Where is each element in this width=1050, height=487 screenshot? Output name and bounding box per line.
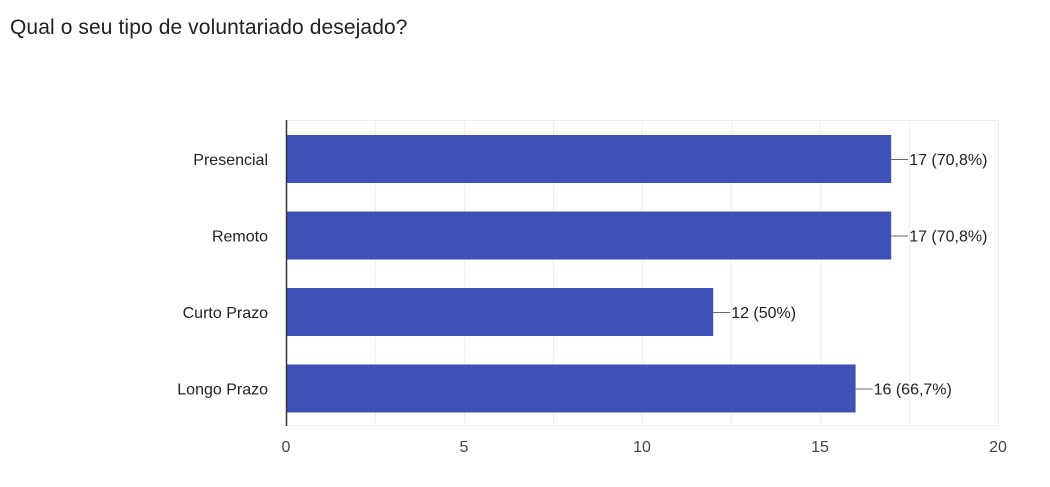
data-label: 17 (70,8%): [909, 152, 987, 169]
question-title: Qual o seu tipo de voluntariado desejado…: [10, 16, 408, 39]
data-label: 12 (50%): [731, 305, 796, 322]
label-connectors: [713, 159, 909, 390]
data-label: 16 (66,7%): [874, 382, 952, 399]
data-labels: 17 (70,8%) 17 (70,8%) 12 (50%) 16 (66,7%): [731, 152, 987, 399]
category-label: Presencial: [193, 152, 268, 169]
bar: [286, 364, 856, 413]
bar: [286, 211, 892, 260]
x-tick-label: 10: [633, 439, 651, 456]
bars: [286, 135, 892, 413]
x-tick-label: 5: [460, 439, 469, 456]
x-tick-label: 15: [811, 439, 829, 456]
bar: [286, 135, 892, 183]
category-labels: Presencial Remoto Curto Prazo Longo Prazo: [177, 152, 268, 399]
data-label: 17 (70,8%): [909, 229, 987, 246]
x-axis-ticks: 0 5 10 15 20: [282, 439, 1007, 456]
x-tick-label: 20: [989, 439, 1007, 456]
bar: [286, 288, 714, 336]
category-label: Remoto: [212, 229, 268, 246]
category-label: Curto Prazo: [183, 305, 268, 322]
x-tick-label: 0: [282, 439, 291, 456]
category-label: Longo Prazo: [177, 382, 268, 399]
